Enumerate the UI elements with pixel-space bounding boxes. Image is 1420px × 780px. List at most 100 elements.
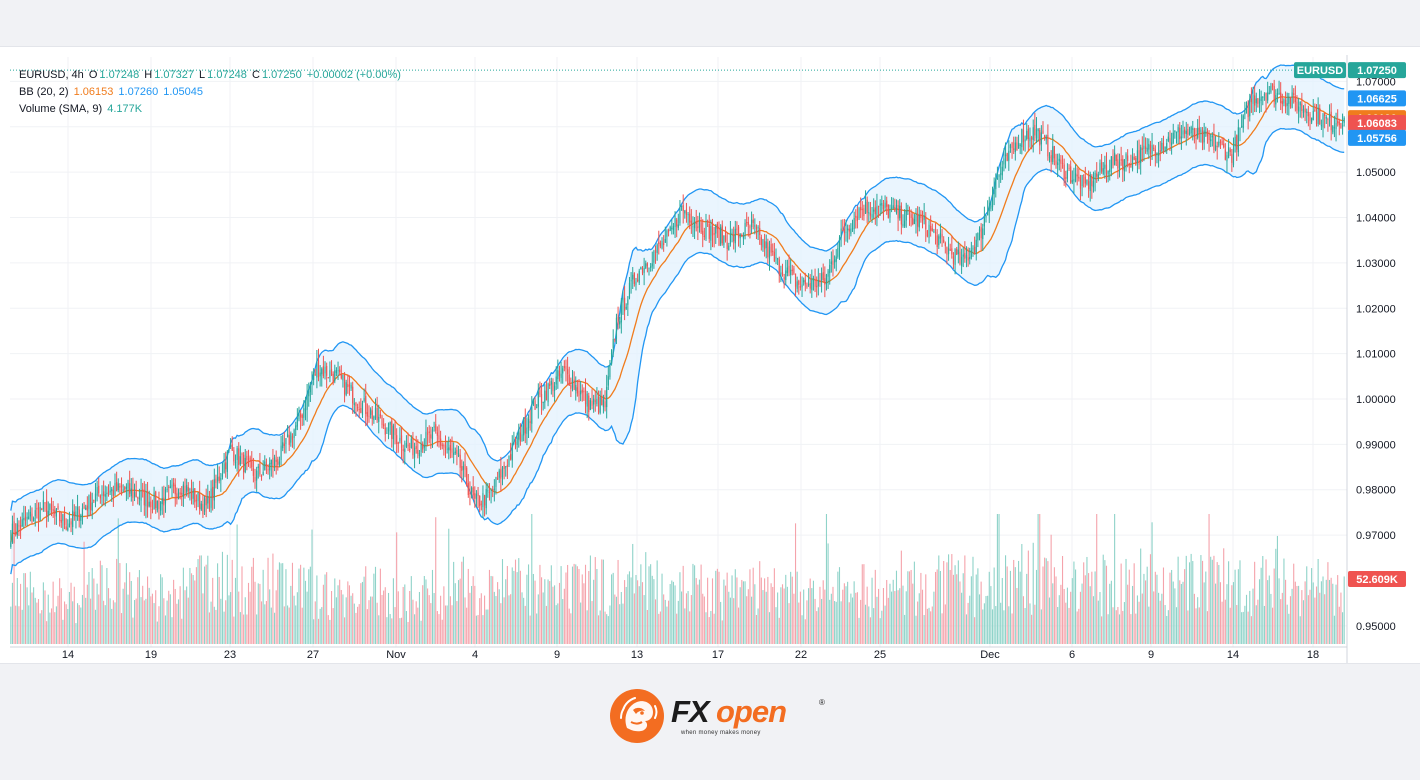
candle-body — [1320, 125, 1322, 127]
volume-bar — [156, 621, 158, 644]
candle — [860, 197, 862, 219]
last-price-tag[interactable]: 1.07250 — [1348, 62, 1406, 79]
candle — [1239, 127, 1241, 142]
volume-bar — [436, 611, 438, 644]
volume-bar — [536, 613, 538, 644]
candle-body — [220, 477, 222, 481]
volume-bar — [1184, 569, 1186, 644]
candle-body — [146, 491, 149, 508]
candle — [871, 207, 873, 223]
volume-bar — [13, 536, 15, 644]
volume-bar — [695, 578, 697, 644]
volume-bar — [308, 569, 310, 644]
volume-bar — [527, 564, 530, 644]
candle — [858, 206, 860, 220]
candle-body — [737, 226, 740, 238]
candle-body — [970, 250, 972, 258]
candle-body — [384, 427, 386, 435]
candle — [1071, 170, 1073, 185]
fxopen-logo[interactable]: FX open ® when money makes money — [609, 688, 825, 744]
legend-bb-label[interactable]: BB (20, 2) — [19, 86, 69, 98]
candle-body — [1161, 142, 1163, 152]
time-tick-label: 25 — [874, 649, 886, 661]
volume-bar — [596, 568, 598, 644]
candle-body — [1245, 105, 1248, 108]
candle — [418, 450, 421, 465]
volume-bar — [674, 585, 676, 644]
candle — [757, 225, 759, 241]
candle — [1298, 97, 1300, 124]
volume-bar — [1031, 614, 1033, 644]
candle — [534, 396, 536, 410]
candle — [283, 431, 285, 454]
volume-bar — [1079, 591, 1081, 644]
candle-body — [1151, 145, 1153, 154]
volume-tag[interactable]: 52.609K — [1348, 571, 1406, 587]
volume-bar — [741, 579, 743, 644]
candle-body — [1131, 156, 1134, 170]
volume-bar — [454, 583, 456, 644]
candle-body — [1159, 150, 1161, 153]
candle — [300, 409, 302, 430]
legend-symbol[interactable]: EURUSD, 4h — [19, 69, 84, 81]
bb-lower-tag[interactable]: 1.05756 — [1348, 129, 1406, 146]
volume-bar — [1267, 580, 1269, 644]
candle-body — [29, 511, 31, 517]
volume-bar — [415, 601, 417, 644]
volume-bar — [886, 579, 888, 644]
time-axis-labels: 14 19 23 27 Nov 4 9 13 17 22 25 Dec 6 9 14 18 — [62, 649, 1319, 661]
bb-upper-tag[interactable]: 1.06625 — [1348, 90, 1406, 107]
volume-bar — [1306, 566, 1308, 644]
candle-body — [357, 407, 359, 409]
legend-volume-label[interactable]: Volume (SMA, 9) — [19, 103, 103, 115]
candle-body — [723, 235, 725, 245]
volume-bar — [428, 595, 430, 644]
candle-body — [365, 396, 367, 414]
candle — [567, 356, 569, 386]
volume-bar — [238, 591, 240, 644]
candle-body — [524, 417, 526, 434]
candle — [291, 433, 294, 448]
volume-bar — [796, 571, 798, 644]
candle — [529, 409, 531, 431]
candle-body — [917, 213, 919, 227]
chart-panel[interactable]: 1.070001.060001.050001.040001.030001.020… — [0, 46, 1420, 664]
volume-bar — [1219, 582, 1222, 644]
volume-bar — [342, 594, 344, 644]
candle — [1309, 112, 1311, 130]
volume-bar — [23, 573, 25, 644]
candle-body — [168, 486, 170, 488]
candle — [425, 419, 427, 451]
candle — [814, 268, 816, 293]
candle-body — [127, 482, 129, 489]
candle — [584, 378, 587, 414]
volume-bar — [1258, 579, 1261, 644]
candle — [319, 365, 321, 387]
candle — [317, 348, 320, 382]
volume-bar — [304, 580, 307, 644]
candle-body — [300, 413, 302, 418]
volume-bar — [363, 576, 365, 644]
symbol-price-tag[interactable]: EURUSD — [1294, 62, 1346, 79]
bollinger-lower-line — [10, 127, 1345, 575]
volume-bar — [1145, 580, 1147, 644]
volume-bar — [946, 562, 948, 644]
candle-body — [303, 408, 305, 418]
volume-bar — [721, 620, 723, 644]
candle-body — [1097, 174, 1099, 179]
candle — [228, 448, 230, 453]
volume-bar — [246, 614, 248, 644]
candle — [247, 449, 250, 467]
candle-body — [734, 228, 736, 244]
candle-body — [1286, 103, 1288, 106]
low-price-tag[interactable]: 1.06083 — [1348, 115, 1406, 132]
price-chart[interactable]: 1.070001.060001.050001.040001.030001.020… — [0, 47, 1420, 663]
volume-bar — [599, 610, 601, 644]
candle-body — [1180, 136, 1182, 139]
candle — [669, 225, 671, 232]
candle — [1249, 93, 1251, 122]
volume-bar — [1315, 586, 1318, 644]
volume-bar — [664, 599, 666, 644]
volume-bar — [283, 606, 285, 644]
